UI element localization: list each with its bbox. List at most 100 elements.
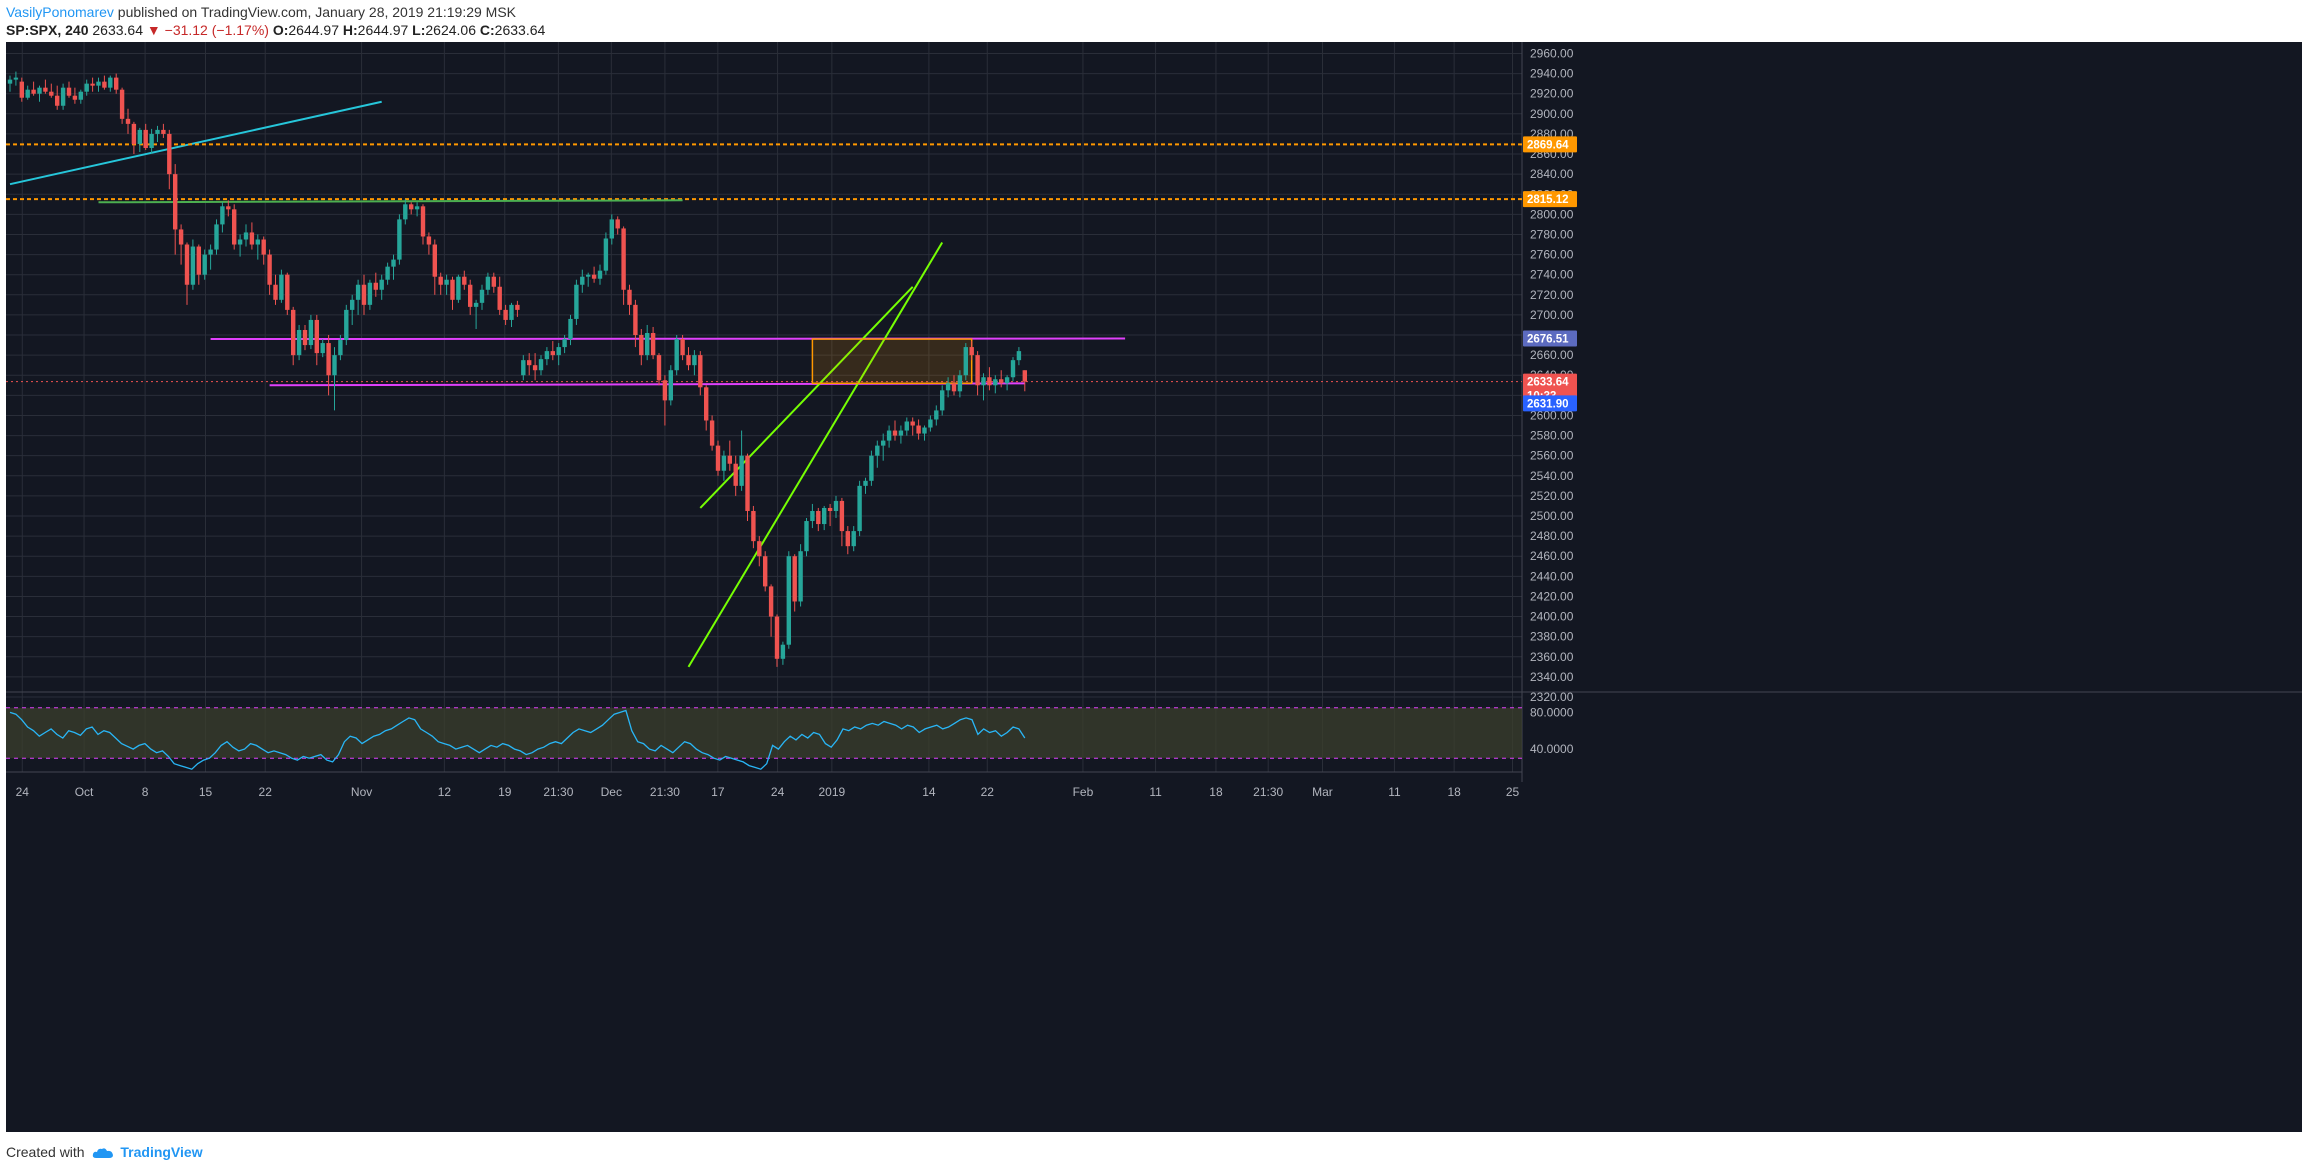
- chart-canvas[interactable]: 2320.00 2340.00 2360.00 2380.00 2400.00 2420.…: [0, 42, 2308, 1142]
- price-tag: 2815.12: [1523, 191, 1577, 208]
- candle: [709, 415, 715, 451]
- candle: [320, 339, 325, 358]
- price-tick-label: 2800.00: [1530, 207, 1574, 221]
- candle: [7, 75, 13, 92]
- cyan-trendline: [9, 100, 382, 186]
- candle: [656, 353, 662, 386]
- candle: [851, 526, 856, 552]
- candle: [922, 425, 927, 441]
- candle: [314, 314, 319, 366]
- candle: [692, 350, 697, 376]
- candle: [72, 87, 78, 104]
- candle: [78, 89, 83, 104]
- time-tick-label: 8: [142, 785, 149, 799]
- drawings: [6, 100, 1522, 668]
- candle: [385, 262, 390, 285]
- close-label: C:: [479, 22, 495, 38]
- candle: [869, 450, 874, 486]
- candle: [1004, 375, 1010, 391]
- candle: [881, 433, 886, 461]
- candle: [308, 314, 314, 350]
- candle: [532, 353, 538, 381]
- candle: [279, 269, 284, 303]
- price-tick-label: 2900.00: [1530, 107, 1574, 121]
- candle: [90, 77, 95, 92]
- candle: [751, 505, 756, 549]
- candle: [674, 335, 679, 376]
- candle: [267, 249, 272, 295]
- candle: [857, 480, 862, 537]
- time-tick-label: 22: [981, 785, 995, 799]
- candle: [108, 75, 113, 92]
- candle: [66, 81, 72, 98]
- candle: [822, 505, 827, 531]
- candle: [173, 164, 178, 255]
- candle: [574, 279, 579, 325]
- candle: [650, 326, 656, 360]
- price-tick-label: 2440.00: [1530, 569, 1574, 583]
- price-axis-bg: [1522, 42, 2302, 1132]
- price-tick-label: 2360.00: [1530, 650, 1574, 664]
- candle: [1016, 347, 1022, 366]
- time-tick-label: 17: [711, 785, 725, 799]
- candle: [296, 324, 302, 361]
- candle: [810, 503, 815, 529]
- candle: [621, 226, 626, 305]
- consolidation-box: [811, 338, 973, 385]
- price-tick-label: 2340.00: [1530, 670, 1574, 684]
- candle: [125, 108, 131, 134]
- candle: [839, 497, 845, 547]
- candle: [438, 272, 443, 295]
- candle: [55, 85, 60, 110]
- svg-text:2869.64: 2869.64: [1527, 139, 1569, 151]
- candle: [591, 266, 597, 283]
- candle: [420, 204, 426, 245]
- candle: [249, 222, 255, 250]
- time-tick-label: 11: [1149, 785, 1162, 799]
- candle: [609, 214, 614, 245]
- time-tick-label: Mar: [1312, 785, 1333, 799]
- candle: [503, 304, 508, 325]
- price-tick-label: 2460.00: [1530, 549, 1574, 563]
- price-tag: 2676.51: [1523, 330, 1577, 347]
- candle: [473, 299, 479, 329]
- candle: [143, 123, 148, 151]
- candle: [49, 83, 54, 98]
- candle: [1022, 370, 1027, 392]
- green-resistance: [98, 199, 683, 204]
- candle: [261, 236, 266, 265]
- candle: [273, 274, 278, 305]
- ohlc-line: SP:SPX, 240 2633.64 ▼ −31.12 (−1.17%) O:…: [6, 22, 545, 38]
- candle: [680, 335, 685, 361]
- candle: [768, 584, 774, 637]
- candle: [96, 77, 101, 92]
- time-tick-label: 21:30: [543, 785, 573, 799]
- price-tick-label: 2600.00: [1530, 408, 1574, 422]
- candle: [397, 214, 402, 265]
- candle: [25, 85, 30, 100]
- author-link[interactable]: VasilyPonomarev: [6, 4, 114, 20]
- candle: [715, 440, 721, 476]
- candle: [220, 202, 225, 233]
- candle: [202, 249, 207, 280]
- candle: [639, 328, 644, 366]
- candle: [60, 83, 66, 110]
- candle: [237, 234, 243, 257]
- candle: [326, 335, 331, 396]
- candle: [886, 425, 892, 448]
- candle: [645, 324, 650, 361]
- high-label: H:: [342, 22, 358, 38]
- candle: [538, 355, 544, 376]
- candle: [562, 335, 567, 354]
- candle: [161, 123, 166, 138]
- price-tick-label: 2720.00: [1530, 288, 1574, 302]
- candle: [13, 71, 19, 86]
- candle: [963, 343, 968, 381]
- tradingview-brand[interactable]: TradingView: [120, 1144, 203, 1160]
- candle: [733, 455, 738, 496]
- candle: [479, 284, 485, 310]
- created-with-text: Created with: [6, 1144, 85, 1160]
- candle: [137, 127, 142, 153]
- candle: [544, 347, 550, 366]
- candle: [184, 242, 190, 305]
